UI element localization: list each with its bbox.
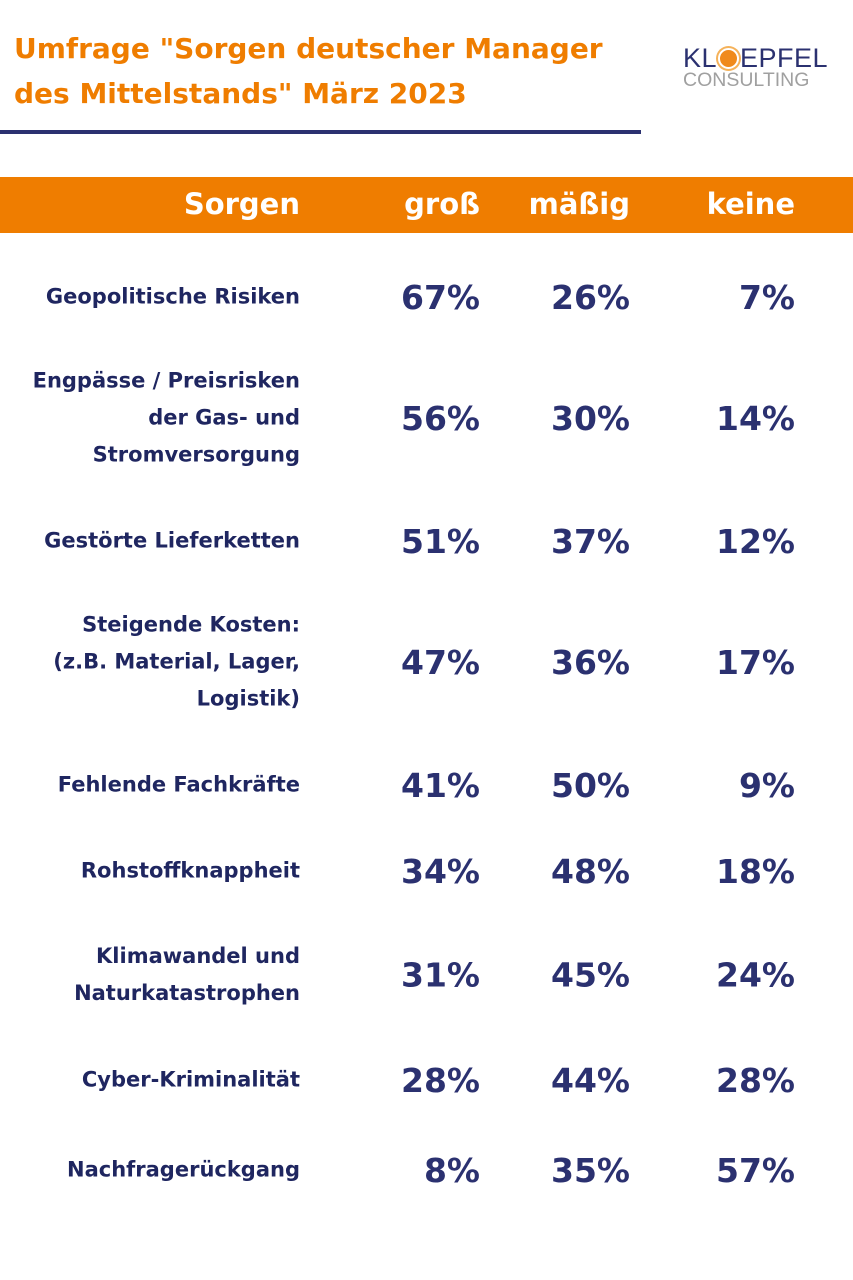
row-label: Nachfragerückgang	[67, 1157, 300, 1182]
logo-circle-icon: O	[718, 47, 740, 69]
table-row: Steigende Kosten: (z.B. Material, Lager, L…	[0, 607, 853, 718]
row-value-groß: 51%	[401, 521, 480, 561]
row-value-groß: 31%	[401, 955, 480, 995]
row-value-keine: 14%	[716, 398, 795, 438]
row-label: Cyber-Kriminalität	[81, 1067, 300, 1092]
row-value-groß: 47%	[401, 642, 480, 682]
header-maessig: mäßig	[528, 187, 630, 221]
table-row: Klimawandel und Naturkatastrophen 31% 45% 2…	[0, 938, 853, 1012]
header-keine: keine	[706, 187, 795, 221]
table-row: Geopolitische Risiken 67% 26% 7%	[0, 277, 853, 317]
row-label: Geopolitische Risiken	[45, 284, 300, 309]
row-value-keine: 18%	[716, 851, 795, 891]
page-title: Umfrage "Sorgen deutscher Manager des Mi…	[14, 32, 603, 110]
row-value-groß: 67%	[401, 277, 480, 317]
row-value-groß: 28%	[401, 1060, 480, 1100]
table-row: Fehlende Fachkräfte 41% 50% 9%	[0, 765, 853, 805]
row-label: Engpässe / Preisrisken der Gas- und Stromv…	[32, 368, 300, 467]
row-value-groß: 56%	[401, 398, 480, 438]
row-value-keine: 9%	[738, 765, 795, 805]
row-label: Rohstoffknappheit	[80, 858, 300, 883]
row-value-mäßig: 30%	[551, 398, 630, 438]
table-row: Rohstoffknappheit 34% 48% 18%	[0, 851, 853, 891]
row-value-mäßig: 37%	[551, 521, 630, 561]
header-gross: groß	[404, 187, 480, 221]
row-value-keine: 7%	[738, 277, 795, 317]
row-value-mäßig: 50%	[551, 765, 630, 805]
row-value-mäßig: 35%	[551, 1150, 630, 1190]
row-value-mäßig: 36%	[551, 642, 630, 682]
row-label: Fehlende Fachkräfte	[57, 772, 300, 797]
row-label: Steigende Kosten: (z.B. Material, Lager, L…	[53, 612, 300, 711]
row-value-groß: 41%	[401, 765, 480, 805]
table-row: Engpässe / Preisrisken der Gas- und Stromv…	[0, 363, 853, 474]
row-label: Klimawandel und Naturkatastrophen	[74, 944, 300, 1005]
header-sorgen: Sorgen	[183, 187, 300, 221]
table-header: Sorgen groß mäßig keine	[0, 177, 853, 233]
kloepfel-logo: KLOEPFEL CONSULTING	[683, 43, 829, 91]
row-value-keine: 24%	[716, 955, 795, 995]
row-value-groß: 8%	[423, 1150, 480, 1190]
row-value-mäßig: 45%	[551, 955, 630, 995]
table-row: Nachfragerückgang 8% 35% 57%	[0, 1150, 853, 1190]
row-value-keine: 57%	[716, 1150, 795, 1190]
row-value-groß: 34%	[401, 851, 480, 891]
table-row: Gestörte Lieferketten 51% 37% 12%	[0, 521, 853, 561]
row-value-mäßig: 44%	[551, 1060, 630, 1100]
title-divider	[0, 130, 641, 134]
row-value-keine: 12%	[716, 521, 795, 561]
row-label: Gestörte Lieferketten	[44, 528, 300, 553]
row-value-keine: 17%	[716, 642, 795, 682]
table-row: Cyber-Kriminalität 28% 44% 28%	[0, 1060, 853, 1100]
row-value-mäßig: 26%	[551, 277, 630, 317]
row-value-mäßig: 48%	[551, 851, 630, 891]
row-value-keine: 28%	[716, 1060, 795, 1100]
